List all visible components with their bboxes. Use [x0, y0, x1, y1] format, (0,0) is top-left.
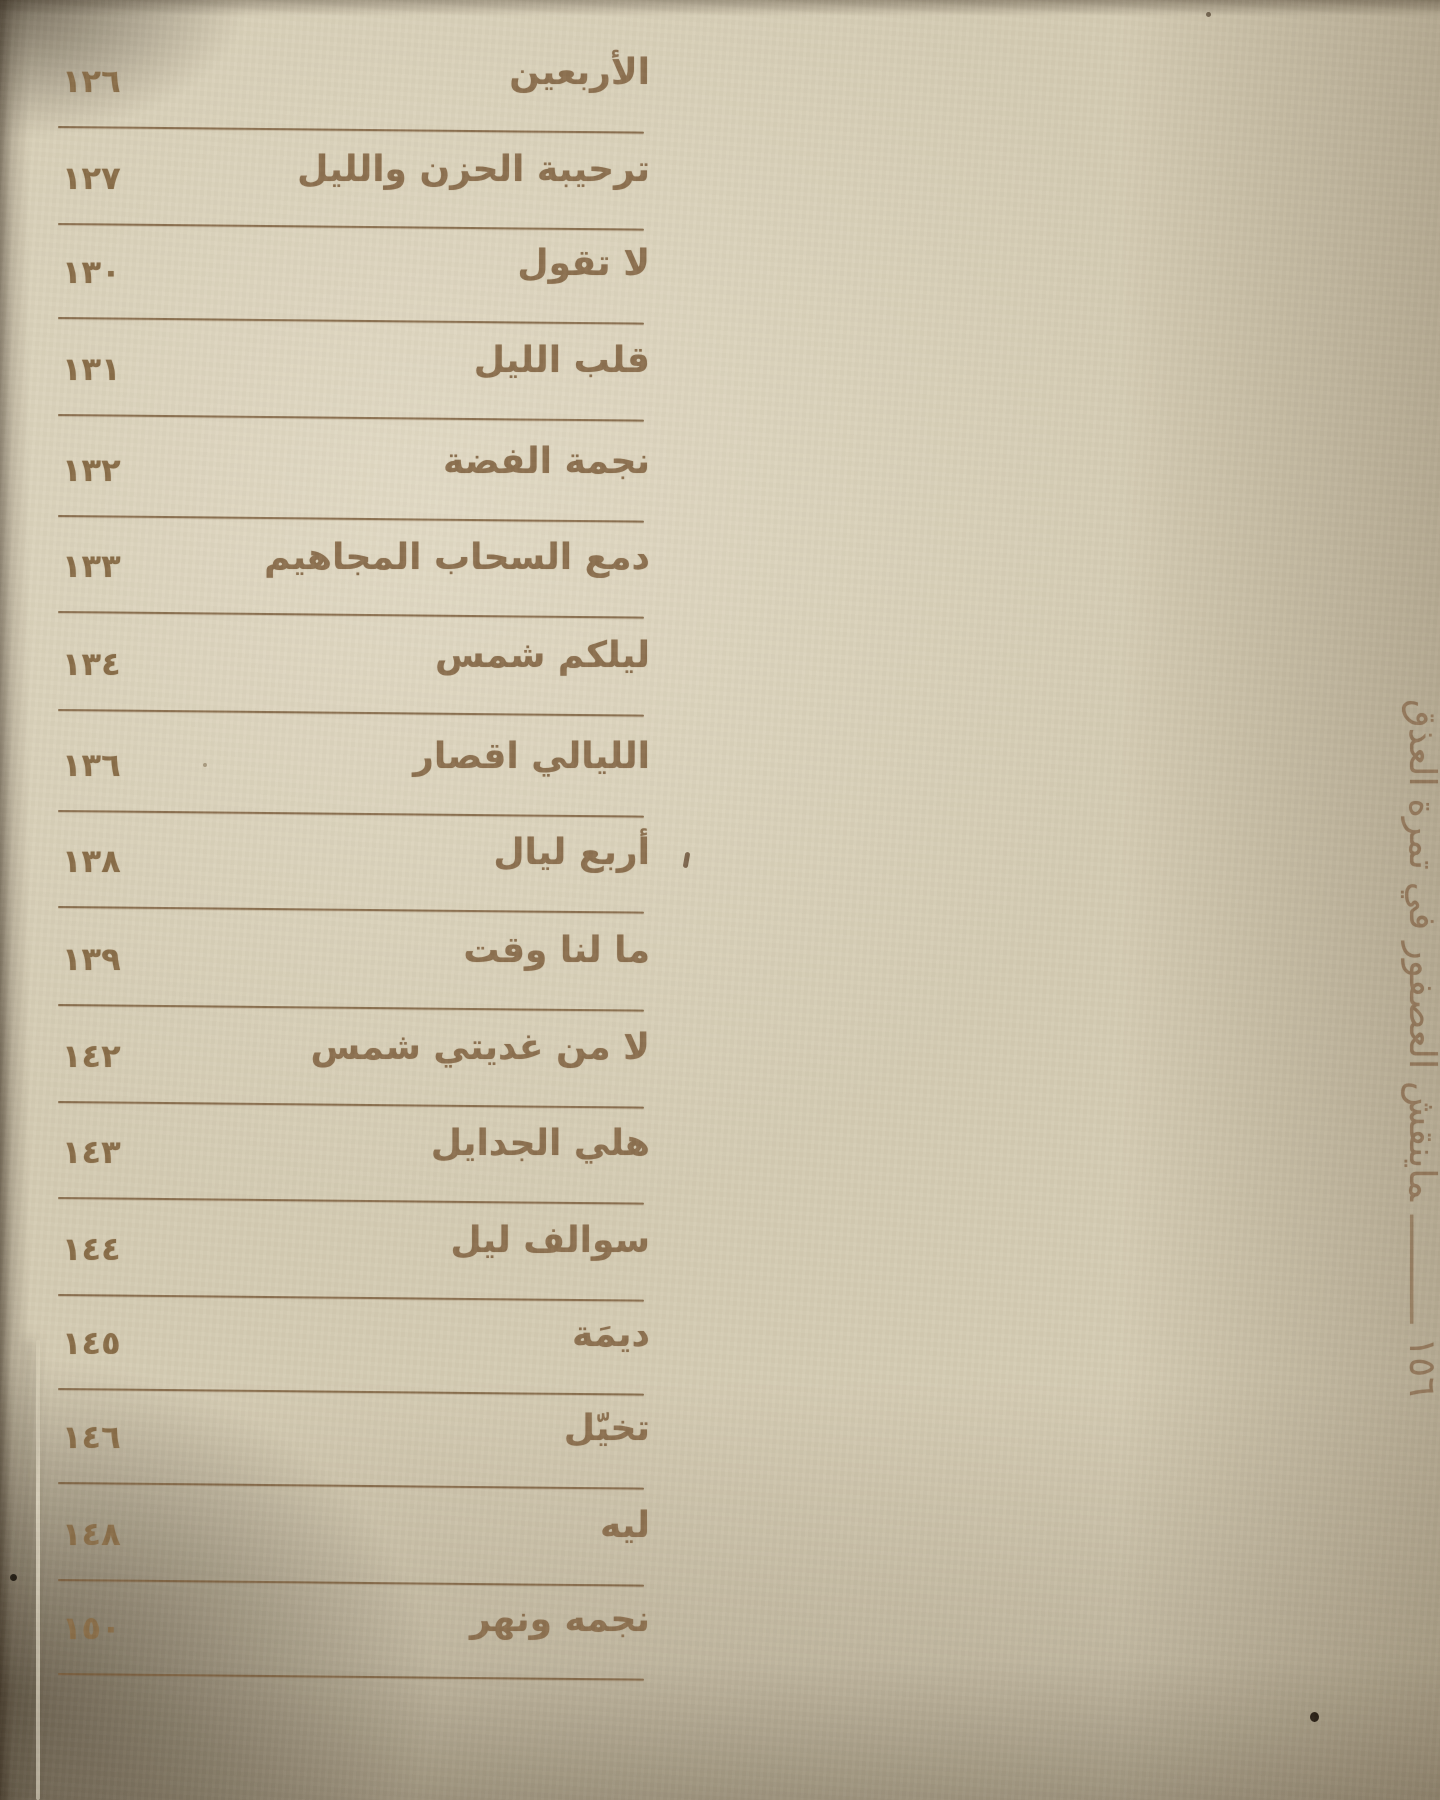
toc-row: ١٥٠ نجمه ونهر — [0, 1587, 1440, 1687]
toc-entry-title: نجمه ونهر — [469, 1599, 650, 1640]
toc-entry-page-number: ١٣٢ — [62, 451, 121, 489]
toc-entry-page-number: ١٤٦ — [62, 1418, 121, 1456]
toc-rule-line — [57, 1197, 644, 1205]
ink-speck — [203, 763, 207, 767]
toc-rule-line — [57, 1673, 644, 1681]
toc-row: ١٣٣ دمع السحاب المجاهيم — [0, 525, 1440, 625]
toc-row: ١٣٤ ليلكم شمس — [0, 623, 1440, 723]
toc-entry-title: ليه — [599, 1505, 650, 1546]
toc-rule-line — [57, 906, 644, 914]
toc-entry-title: لا من غديتي شمس — [310, 1027, 650, 1068]
toc-entry-title: الأربعين — [509, 52, 650, 93]
toc-row: ١٤٢ لا من غديتي شمس — [0, 1015, 1440, 1115]
toc-rule-line — [57, 1482, 644, 1490]
toc-entry-page-number: ١٣٣ — [62, 547, 121, 585]
toc-rule-line — [57, 810, 644, 818]
toc-entry-page-number: ١٣٤ — [62, 645, 121, 683]
toc-row: ١٣٠ لا تقول — [0, 231, 1440, 331]
ink-speck — [10, 1574, 17, 1581]
toc-entry-page-number: ١٣١ — [62, 350, 121, 388]
toc-entry-page-number: ١٥٠ — [62, 1609, 121, 1647]
toc-entry-title: دمع السحاب المجاهيم — [264, 537, 650, 578]
toc-row: ١٣٦ الليالي اقصار — [0, 724, 1440, 824]
toc-entry-page-number: ١٣٨ — [62, 842, 121, 880]
toc-rule-line — [57, 317, 644, 325]
toc-rule-line — [57, 611, 644, 619]
toc-rule-line — [57, 1579, 644, 1587]
ink-speck — [1310, 1712, 1319, 1722]
toc-entry-title: سوالف ليل — [450, 1220, 650, 1261]
toc-rule-line — [57, 126, 644, 134]
sidebar-page-number: ١٥٦ — [1401, 1337, 1440, 1397]
toc-entry-page-number: ١٣٠ — [62, 253, 121, 291]
toc-rule-line — [57, 1294, 644, 1302]
ink-speck — [1206, 12, 1211, 17]
toc-row: ١٣١ قلب الليل — [0, 328, 1440, 428]
toc-entry-title: تخيّل — [563, 1408, 650, 1449]
toc-entry-title: الليالي اقصار — [413, 736, 650, 777]
toc-entry-title: لا تقول — [517, 243, 650, 284]
toc-row: ١٤٦ تخيّل — [0, 1396, 1440, 1496]
toc-rule-line — [57, 709, 644, 717]
toc-entry-title: نجمة الفضة — [442, 441, 650, 482]
toc-rule-line — [57, 1388, 644, 1396]
toc-entry-page-number: ١٤٣ — [62, 1133, 121, 1171]
page-edge-crease — [36, 1340, 40, 1800]
toc-entry-title: هلي الجدايل — [430, 1123, 650, 1164]
toc-row: ١٣٢ نجمة الفضة — [0, 429, 1440, 529]
toc-rule-line — [57, 414, 644, 422]
toc-entry-page-number: ١٢٦ — [62, 62, 121, 100]
toc-entry-page-number: ١٤٥ — [62, 1324, 121, 1362]
toc-row: ١٤٤ سوالف ليل — [0, 1208, 1440, 1308]
toc-row: ١٢٧ ترحيبة الحزن والليل — [0, 137, 1440, 237]
toc-row: ١٤٨ ليه — [0, 1493, 1440, 1593]
toc-entry-page-number: ١٣٩ — [62, 940, 121, 978]
toc-rule-line — [57, 1101, 644, 1109]
toc-entry-title: ديمَة — [572, 1314, 650, 1355]
toc-rule-line — [57, 515, 644, 523]
sidebar-book-title: ماينقش العصفور في تمرة العذق — [1401, 699, 1440, 1201]
toc-rule-line — [57, 223, 644, 231]
toc-row: ١٤٥ ديمَة — [0, 1302, 1440, 1402]
sidebar-running-title: ١٥٦ ــــــــــ ماينقش العصفور في تمرة العذ… — [1398, 647, 1440, 1397]
toc-row: ١٤٣ هلي الجدايل — [0, 1111, 1440, 1211]
toc-entry-title: أربع ليال — [493, 832, 650, 873]
toc-row: ١٢٦ الأربعين — [0, 40, 1440, 140]
toc-entry-page-number: ١٤٤ — [62, 1230, 121, 1268]
toc-entry-title: ما لنا وقت — [463, 930, 650, 971]
sidebar-dash: ــــــــــ — [1401, 1214, 1440, 1324]
toc-entry-page-number: ١٤٨ — [62, 1515, 121, 1553]
toc-entry-title: ليلكم شمس — [434, 635, 650, 676]
toc-entry-page-number: ١٤٢ — [62, 1037, 121, 1075]
toc-entry-title: ترحيبة الحزن والليل — [297, 149, 650, 190]
toc-row: ١٣٩ ما لنا وقت — [0, 918, 1440, 1018]
toc-rule-line — [57, 1004, 644, 1012]
toc-entry-page-number: ١٣٦ — [62, 746, 121, 784]
toc-entry-title: قلب الليل — [473, 340, 650, 381]
toc-entry-page-number: ١٢٧ — [62, 159, 121, 197]
toc-row: ١٣٨ أربع ليال — [0, 820, 1440, 920]
